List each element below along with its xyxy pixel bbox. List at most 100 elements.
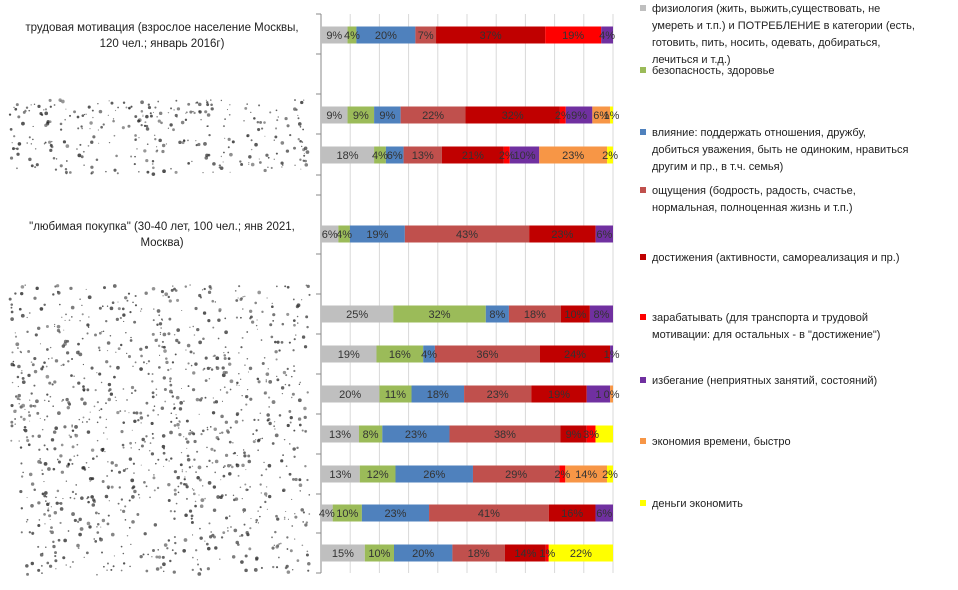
- legend-label-7-line0: экономия времени, быстро: [652, 436, 791, 448]
- data-label-row9-series0: 13%: [329, 429, 351, 441]
- data-label-row9-series2: 23%: [405, 429, 427, 441]
- data-label-row2-series5: 2%: [555, 110, 571, 122]
- bar-row0-series6: [601, 26, 613, 44]
- data-label-row6-series1: 32%: [429, 309, 451, 321]
- bar-row4-series2: [349, 225, 405, 243]
- bar-row3-series5: [503, 146, 510, 164]
- bar-row7-series1: [376, 345, 424, 363]
- data-label-row9-series1: 8%: [363, 429, 379, 441]
- bar-row0-series3: [415, 26, 437, 44]
- bar-row3-series6: [509, 146, 540, 164]
- bar-row11-series0: [321, 504, 333, 522]
- bar-row4-series6: [595, 225, 613, 243]
- data-label-row10-series0: 13%: [329, 469, 351, 481]
- data-label-row11-series1: 10%: [336, 508, 358, 520]
- data-label-row6-series0: 25%: [346, 309, 368, 321]
- data-label-row12-series8: 22%: [570, 548, 592, 560]
- data-label-row10-series2: 26%: [423, 469, 445, 481]
- data-label-row8-series7: 0%: [604, 389, 620, 401]
- bar-row12-series1: [364, 544, 394, 562]
- bar-row2-series4: [465, 106, 560, 124]
- data-label-row10-series1: 12%: [367, 469, 389, 481]
- data-label-row4-series4: 23%: [551, 229, 573, 241]
- redaction-scribble-1: [9, 133, 310, 176]
- legend: физиология (жить, выжить,существовать, н…: [640, 3, 915, 510]
- data-label-row11-series0: 4%: [319, 508, 335, 520]
- bar-row0-series2: [356, 26, 416, 44]
- data-label-row11-series2: 23%: [384, 508, 406, 520]
- data-label-row2-series4: 32%: [502, 110, 524, 122]
- data-label-row3-series0: 18%: [337, 150, 359, 162]
- data-label-row11-series6: 6%: [596, 508, 612, 520]
- data-label-row11-series3: 41%: [478, 508, 500, 520]
- bar-row2-series1: [347, 106, 375, 124]
- redaction-scribble-8: [20, 523, 311, 576]
- data-label-row2-series2: 9%: [379, 110, 395, 122]
- data-label-row3-series1: 4%: [372, 150, 388, 162]
- data-label-row8-series2: 18%: [427, 389, 449, 401]
- legend-label-2-line2: другим и пр., в т.ч. семья): [652, 161, 783, 173]
- data-label-row12-series3: 18%: [468, 548, 490, 560]
- bar-row6-series6: [589, 305, 613, 323]
- bar-row9-series5: [586, 425, 596, 443]
- bar-row8-series1: [379, 385, 412, 403]
- bar-row2-series8: [610, 106, 613, 124]
- bar-row7-series6: [610, 345, 613, 363]
- data-label-row7-series4: 24%: [564, 349, 586, 361]
- bar-row0-series4: [436, 26, 546, 44]
- legend-label-6-line0: избегание (неприятных занятий, состояний…: [652, 375, 877, 387]
- data-label-row6-series3: 18%: [524, 309, 546, 321]
- bar-row9-series1: [358, 425, 383, 443]
- bar-segments: [321, 26, 613, 562]
- bar-row6-series0: [321, 305, 394, 323]
- bar-row6-series3: [508, 305, 561, 323]
- bar-row8-series0: [321, 385, 380, 403]
- legend-label-1-line0: безопасность, здоровье: [652, 65, 775, 77]
- bar-row3-series3: [403, 146, 442, 164]
- bar-row12-series4: [504, 544, 546, 562]
- category-labels: трудовая мотивация (взрослое население М…: [25, 22, 298, 249]
- bar-row10-series5: [559, 465, 566, 483]
- data-label-row6-series4: 10%: [564, 309, 586, 321]
- bar-row4-series3: [404, 225, 530, 243]
- data-label-row8-series3: 23%: [487, 389, 509, 401]
- data-label-row2-series1: 9%: [353, 110, 369, 122]
- bar-row0-series0: [321, 26, 348, 44]
- bar-row12-series3: [452, 544, 505, 562]
- bar-row8-series6: [586, 385, 611, 403]
- data-label-row12-series1: 10%: [368, 548, 390, 560]
- redaction-scribble-6: [19, 443, 309, 487]
- bar-row2-series2: [374, 106, 401, 124]
- legend-swatch-7: [640, 438, 646, 444]
- bar-row3-series8: [607, 146, 613, 164]
- data-label-row0-series2: 20%: [375, 30, 397, 42]
- redaction-scribble-0: [8, 98, 305, 132]
- bar-row8-series7: [610, 385, 613, 403]
- redaction-scribble-3: [10, 328, 308, 372]
- redaction-scribble-5: [10, 409, 308, 447]
- bar-row8-series4: [531, 385, 587, 403]
- data-label-row8-series6: 1: [595, 389, 601, 401]
- bar-row8-series2: [411, 385, 465, 403]
- data-label-row10-series8: 2%: [602, 469, 618, 481]
- grid-lines: [349, 14, 614, 573]
- data-labels: 9% 4% 20% 7% 37% 19% 4%9% 9% 9% 22% 32% 2% 9% 6%1%18%…: [319, 30, 620, 560]
- bar-row10-series7: [565, 465, 608, 483]
- data-label-row3-series3: 13%: [412, 150, 434, 162]
- legend-swatch-3: [640, 187, 646, 193]
- legend-label-0-line3: лечиться и т.д.): [652, 54, 731, 66]
- bar-row3-series7: [539, 146, 608, 164]
- bar-row2-series7: [592, 106, 611, 124]
- bar-row2-series5: [559, 106, 566, 124]
- data-label-row12-series5: 1%: [539, 548, 555, 560]
- data-label-row10-series7: 14%: [575, 469, 597, 481]
- bar-row2-series3: [400, 106, 466, 124]
- legend-label-5-line1: мотивации: для остальных - в "достижение…: [652, 329, 880, 341]
- bar-row11-series2: [361, 504, 430, 522]
- bar-row2-series6: [565, 106, 593, 124]
- bar-row7-series2: [423, 345, 435, 363]
- legend-label-5-line0: зарабатывать (для транспорта и трудовой: [652, 312, 868, 324]
- bar-row9-series4: [560, 425, 587, 443]
- bar-row12-series8: [548, 544, 613, 562]
